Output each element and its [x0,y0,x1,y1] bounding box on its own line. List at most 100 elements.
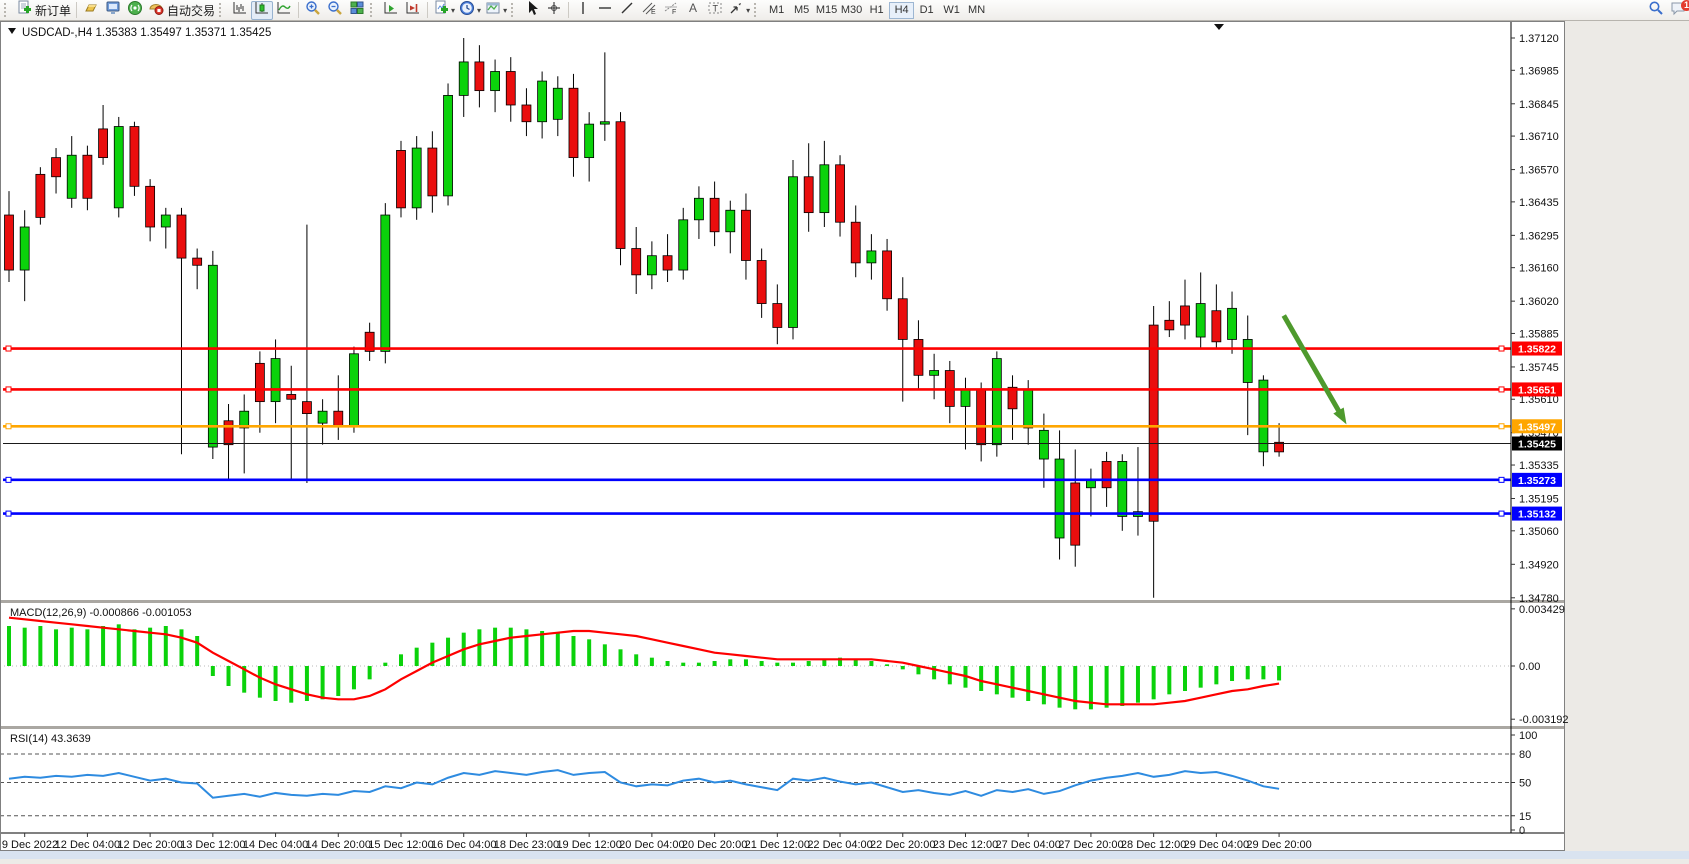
price-axis[interactable]: 1.37120 1.36985 1.36845 1.36710 1.36570 1.364… [1511,33,1569,837]
macd-bar [493,627,498,666]
time-tick-label: 27 Dec 20:00 [1058,839,1123,851]
macd-bar [446,637,451,666]
hline-object-1.35273[interactable] [3,476,1511,483]
macd-bar [1010,666,1015,698]
time-tick-label: 21 Dec 12:00 [745,839,810,851]
vertical-line-button[interactable] [572,1,594,20]
hline-object-1.35651[interactable] [3,386,1511,393]
time-tick-label: 13 Dec 12:00 [180,839,245,851]
macd-bar [477,629,482,666]
line-handle[interactable] [1498,476,1505,483]
timeframe-M15[interactable]: M15 [815,4,838,16]
tile-windows-button[interactable] [346,1,368,20]
horizontal-line-button[interactable] [594,1,616,20]
candle-body-bull [207,264,218,448]
candle-body-bear [98,128,108,159]
search-button[interactable] [1645,1,1667,20]
chart-menu-triangle[interactable] [8,28,16,34]
zoom-out-button[interactable] [324,0,346,20]
line-handle[interactable] [1498,345,1505,352]
macd-bar [1057,666,1062,708]
rsi-label: RSI(14) 43.3639 [10,733,91,745]
candle-body-bear [396,150,406,209]
arrows-button[interactable]: ▾ [726,1,752,20]
hline-object-1.35497[interactable] [3,423,1511,430]
auto-trading-button[interactable]: 自动交易 [146,1,217,20]
timeframe-H1[interactable]: H1 [869,4,884,16]
crosshair-button[interactable] [543,1,565,20]
timeframe-M1[interactable]: M1 [768,4,785,16]
auto-scroll-button[interactable] [380,1,402,20]
price-tick-label: 1.36985 [1519,65,1559,77]
price-tick-label: 1.35335 [1519,460,1559,472]
fibonacci-button[interactable]: F [660,1,682,20]
candle-body-bear [254,362,265,403]
equidistant-channel-button[interactable]: E [638,1,660,20]
timeframe-M5[interactable]: M5 [793,4,810,16]
templates-button[interactable]: ▾ [483,1,509,20]
periods-button[interactable]: ▾ [457,0,483,20]
price-tick-label: 1.36710 [1519,131,1559,143]
chart-shift-button[interactable] [402,1,424,20]
hline-object-1.35822[interactable] [3,345,1511,352]
toolbar-drag-handle [219,3,226,17]
candle-body-bear [35,173,46,218]
price-tick-label: 1.37120 [1519,33,1559,45]
candle-body-bull [160,214,171,228]
toolbar-drag-handle [4,3,11,17]
price-tick-label: 1.36435 [1519,197,1559,209]
main-toolbar: 新订单 自动交易 ▾ ▾ ▾ E F A T ▾ M1 M5 M15 M30 H1 H4 D1 W1 MN 1 [0,0,1689,21]
pane-separator[interactable] [0,600,1565,603]
trend-arrow-annotation[interactable] [1281,314,1347,425]
line-handle[interactable] [5,423,12,430]
timeframe-MN[interactable]: MN [968,4,986,16]
new-order-button[interactable]: 新订单 [14,0,73,20]
gold-instrument-button[interactable] [80,1,102,20]
signals-button[interactable] [124,0,146,20]
macd-bar [1135,666,1140,703]
text-button[interactable]: A [682,1,704,20]
timeframe-H4[interactable]: H4 [889,1,915,19]
line-handle[interactable] [1498,386,1505,393]
candle-body-bull [1038,429,1049,460]
hline-object-1.35132[interactable] [3,510,1511,517]
line-chart-mode-button[interactable] [273,1,295,20]
monitor-icon [105,0,121,21]
trendline-button[interactable] [616,1,638,20]
timeframe-W1[interactable]: W1 [943,4,960,16]
new-chart-button[interactable]: ▾ [431,0,457,20]
macd-tick-label: 0.003429 [1519,604,1565,616]
macd-bar [540,630,545,666]
bar-chart-mode-button[interactable] [229,1,251,20]
market-watch-button[interactable] [102,1,124,20]
zoom-in-button[interactable] [302,0,324,20]
price-tick-label: 1.36295 [1519,230,1559,242]
timeframe-M30[interactable]: M30 [840,4,863,16]
cursor-button[interactable] [521,0,543,20]
macd-bar [1167,666,1172,695]
time-tick-label: 14 Dec 20:00 [306,839,371,851]
rsi-tick-label: 50 [1519,778,1531,790]
candle-body-bull [1117,461,1128,517]
svg-text:1.35497: 1.35497 [1518,421,1556,433]
line-handle[interactable] [1498,423,1505,430]
candle-body-bull [1242,339,1253,383]
line-handle[interactable] [1498,510,1505,517]
svg-text:E: E [651,9,656,16]
chart-shift-marker[interactable] [1214,24,1224,30]
candle-body-bear [1007,386,1018,410]
candle-body-bear [772,303,783,328]
line-handle[interactable] [5,386,12,393]
pane-separator[interactable] [0,726,1565,729]
line-handle[interactable] [5,345,12,352]
chat-button[interactable]: 1 [1667,0,1689,20]
timeframe-D1[interactable]: D1 [919,4,934,16]
text-label-button[interactable]: T [704,1,726,20]
line-handle[interactable] [5,476,12,483]
line-handle[interactable] [5,510,12,517]
candle-body-bull [380,214,391,352]
chevron-down-icon: ▾ [746,5,751,15]
macd-bar [1104,666,1109,708]
candlestick-mode-button[interactable] [251,0,274,20]
